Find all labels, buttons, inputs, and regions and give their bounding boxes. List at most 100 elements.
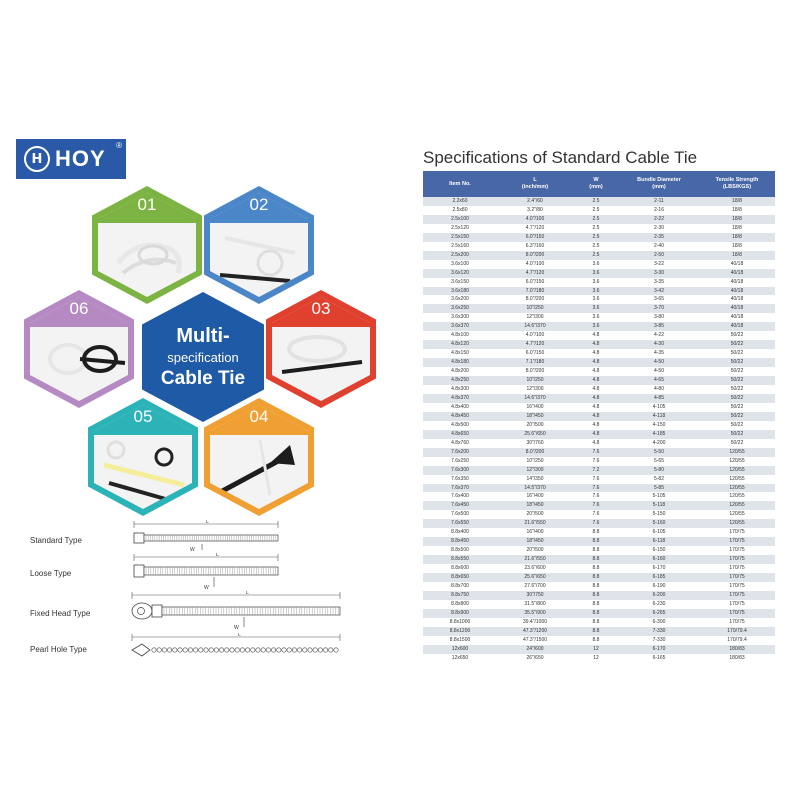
- table-row: 2.5x200 8.0"/200 2.5 2-50 18/8: [423, 250, 775, 260]
- hexagon-03: 03: [266, 290, 376, 408]
- table-row: 2.5x160 6.3"/160 2.5 2-40 18/8: [423, 241, 775, 251]
- cell-bundle-diameter: 6-185: [619, 573, 699, 582]
- table-row: 4.8x500 20"/500 4.8 4-150 50/22: [423, 420, 775, 430]
- cell-bundle-diameter: 4-50: [619, 367, 699, 377]
- cell-tensile-strength: 170/75: [699, 528, 775, 538]
- cell-bundle-diameter: 4-105: [619, 402, 699, 412]
- hexagon-number: 05: [133, 407, 153, 426]
- cell-tensile-strength: 170/75: [699, 564, 775, 574]
- cell-width: 2.5: [573, 205, 619, 215]
- cell-tensile-strength: 40/18: [699, 322, 775, 332]
- cell-bundle-diameter: 4-50: [619, 358, 699, 368]
- cell-tensile-strength: 120/55: [699, 474, 775, 484]
- cell-bundle-diameter: 2-30: [619, 223, 699, 233]
- cell-width: 7.6: [573, 501, 619, 511]
- table-row: 4.8x250 10"/250 4.8 4-65 50/22: [423, 376, 775, 386]
- type-label-pearl-hole: Pearl Hole Type: [30, 645, 87, 654]
- cell-width: 4.8: [573, 358, 619, 368]
- hexagon-04: 04: [204, 398, 314, 516]
- cell-width: 4.8: [573, 393, 619, 403]
- cell-length: 8.0"/200: [497, 367, 573, 377]
- pearl-bead: [172, 647, 178, 653]
- cell-length: 6.0"/150: [497, 349, 573, 359]
- cell-tensile-strength: 50/22: [699, 358, 775, 368]
- cell-width: 7.6: [573, 456, 619, 466]
- cell-item-no: 4.8x250: [423, 376, 497, 386]
- cell-length: 3.2"/80: [497, 205, 573, 215]
- cell-width: 3.6: [573, 268, 619, 278]
- cell-length: 12"/300: [497, 385, 573, 394]
- table-row: 7.6x200 8.0"/200 7.6 5-50 120/55: [423, 447, 775, 457]
- cell-tensile-strength: 120/55: [699, 465, 775, 475]
- table-row: 4.8x120 4.7"/120 4.8 4-30 50/22: [423, 340, 775, 350]
- cell-length: 16"/400: [497, 528, 573, 538]
- cell-item-no: 8.8x600: [423, 564, 497, 574]
- pearl-bead: [291, 647, 297, 653]
- dim-w-label: W: [204, 585, 209, 591]
- cell-width: 4.8: [573, 349, 619, 359]
- cell-tensile-strength: 40/18: [699, 295, 775, 305]
- cell-bundle-diameter: 2-11: [619, 197, 699, 206]
- cell-item-no: 4.8x120: [423, 340, 497, 350]
- cell-length: 12"/300: [497, 313, 573, 323]
- cell-bundle-diameter: 6-105: [619, 528, 699, 538]
- cell-tensile-strength: 170/75: [699, 546, 775, 556]
- cell-width: 2.5: [573, 232, 619, 242]
- cell-item-no: 8.8x500: [423, 546, 497, 556]
- table-row: 4.8x200 8.0"/200 4.8 4-50 50/22: [423, 367, 775, 377]
- cell-tensile-strength: 18/8: [699, 205, 775, 215]
- pearl-bead: [213, 647, 219, 653]
- cell-item-no: 4.8x150: [423, 349, 497, 359]
- cell-bundle-diameter: 5-50: [619, 447, 699, 457]
- cell-item-no: 2.5x150: [423, 232, 497, 242]
- spec-table: Item No. L (inch/mm) W (mm) Bundle Diamete…: [423, 171, 775, 663]
- cell-item-no: 2.2x60: [423, 197, 497, 206]
- header-bundle-diameter: Bundle Diameter (mm): [619, 171, 699, 197]
- cell-width: 7.2: [573, 465, 619, 475]
- cell-tensile-strength: 120/55: [699, 501, 775, 511]
- spec-table-title: Specifications of Standard Cable Tie: [423, 148, 698, 167]
- header-item-no: Item No.: [423, 171, 497, 197]
- cell-width: 7.6: [573, 474, 619, 484]
- cell-length: 18"/450: [497, 537, 573, 547]
- cell-bundle-diameter: 5-82: [619, 474, 699, 484]
- pearl-bead: [281, 647, 287, 653]
- cell-width: 4.8: [573, 438, 619, 448]
- cell-bundle-diameter: 3-22: [619, 259, 699, 269]
- cell-length: 30"/750: [497, 590, 573, 600]
- table-row: 8.8x650 25.6"/650 8.8 6-185 170/75: [423, 573, 775, 582]
- pearl-bead: [328, 647, 334, 653]
- dim-l-label: L: [246, 591, 249, 596]
- cell-length: 21.6"/550: [497, 519, 573, 529]
- pearl-bead: [151, 647, 157, 653]
- cell-item-no: 4.8x500: [423, 420, 497, 430]
- cell-width: 8.8: [573, 573, 619, 582]
- cell-item-no: 7.6x450: [423, 501, 497, 511]
- product-photo-06: [30, 297, 128, 401]
- white-ties-image-icon: [116, 242, 182, 275]
- cell-length: 16"/400: [497, 402, 573, 412]
- cell-bundle-diameter: 4-22: [619, 331, 699, 341]
- type-label-standard: Standard Type: [30, 536, 82, 545]
- cell-item-no: 7.6x370: [423, 483, 497, 493]
- table-row: 4.8x400 16"/400 4.8 4-105 50/22: [423, 402, 775, 412]
- cell-length: 27.6"/700: [497, 581, 573, 591]
- spec-table-header: Item No. L (inch/mm) W (mm) Bundle Diamete…: [423, 171, 775, 197]
- cell-bundle-diameter: 3-30: [619, 268, 699, 278]
- pearl-bead: [333, 647, 339, 653]
- cell-tensile-strength: 50/22: [699, 420, 775, 430]
- hexagon-06: 06: [24, 290, 134, 408]
- cell-tensile-strength: 50/22: [699, 376, 775, 386]
- cell-width: 8.8: [573, 617, 619, 627]
- cell-item-no: 4.8x300: [423, 385, 497, 394]
- cell-bundle-diameter: 4-200: [619, 438, 699, 448]
- cell-tensile-strength: 40/18: [699, 277, 775, 287]
- table-row: 8.8x800 31.5"/800 8.8 6-230 170/75: [423, 599, 775, 609]
- cell-bundle-diameter: 4-185: [619, 429, 699, 439]
- header-length: L (inch/mm): [497, 171, 573, 197]
- cell-tensile-strength: 120/55: [699, 492, 775, 502]
- pearl-bead: [156, 647, 162, 653]
- table-row: 12x600 24"/600 12 6-170 180/83: [423, 644, 775, 654]
- cell-item-no: 4.8x400: [423, 402, 497, 412]
- table-row: 7.6x250 10"/250 7.6 5-65 120/55: [423, 456, 775, 466]
